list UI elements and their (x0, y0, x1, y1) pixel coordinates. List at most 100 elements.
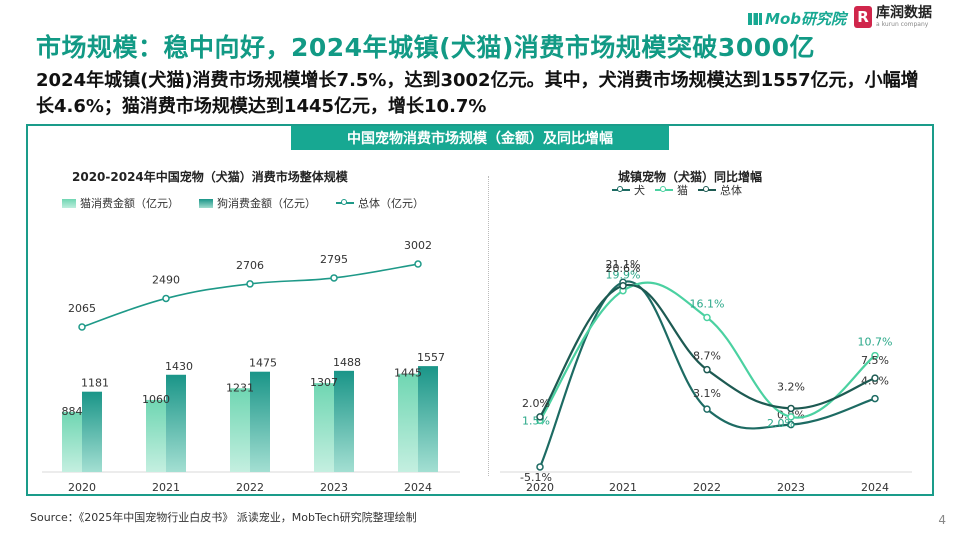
x-tick-label-2021: 2021 (152, 481, 180, 494)
legend-swatch-cat-growth (655, 185, 673, 195)
growth-label-dog-2022: 3.1% (693, 387, 721, 400)
right-x-tick-label-2023: 2023 (777, 481, 805, 494)
bar-chart-icon (748, 12, 763, 25)
growth-label-cat-2024: 10.7% (858, 336, 893, 349)
data-label-cat-2024: 1445 (394, 367, 422, 380)
bar-dog-2021 (166, 374, 186, 472)
growth-point-dog-2022 (703, 405, 711, 413)
right-x-tick-label-2022: 2022 (693, 481, 721, 494)
data-label-dog-2024: 1557 (417, 351, 445, 364)
legend-item-cat: 猫消费金额（亿元） (62, 195, 179, 211)
x-tick-label-2023: 2023 (320, 481, 348, 494)
legend-item-dog: 狗消费金额（亿元） (199, 195, 316, 211)
chart-divider (488, 176, 489, 476)
growth-label-cat-2022: 16.1% (690, 297, 725, 310)
data-label-dog-2020: 1181 (81, 377, 109, 390)
right-x-tick-label-2021: 2021 (609, 481, 637, 494)
growth-label-total-2021: 20.6% (606, 262, 641, 275)
page-number: 4 (938, 513, 946, 527)
growth-label-dog-2021: 21.1% (606, 258, 641, 271)
growth-label-dog-2020: -5.1% (520, 471, 552, 484)
growth-point-dog-2024 (871, 394, 879, 403)
growth-label-total-2022: 8.7% (693, 350, 721, 363)
growth-point-cat-2024 (871, 351, 879, 360)
growth-label-cat-2023: 2.0% (767, 417, 795, 430)
legend-swatch-cat (62, 198, 76, 208)
growth-line-total (539, 283, 876, 418)
growth-label-cat-2020: 1.5% (522, 414, 550, 427)
growth-point-total-2020 (536, 413, 544, 421)
growth-point-total-2022 (703, 365, 711, 374)
growth-point-total-2023 (787, 404, 795, 413)
bar-dog-2020 (82, 391, 102, 472)
bar-cat-2021 (146, 399, 166, 472)
x-tick-label-2020: 2020 (68, 481, 96, 494)
kuranshu-mark-icon: R (854, 6, 872, 28)
bar-cat-2024 (398, 373, 418, 472)
legend-item-cat-growth: 猫 (655, 182, 688, 198)
legend-label-dog: 狗消费金额（亿元） (217, 197, 316, 210)
chart-frame (26, 124, 934, 496)
growth-point-dog-2023 (787, 420, 795, 429)
data-label-dog-2022: 1475 (249, 357, 277, 370)
legend-swatch-dog-growth (612, 185, 630, 195)
kuranshu-logo-text: 库润数据 (876, 5, 932, 21)
bar-dog-2024 (418, 366, 438, 472)
x-tick-label-2022: 2022 (236, 481, 264, 494)
right-x-tick-label-2020: 2020 (526, 481, 554, 494)
data-label-total-2021: 2490 (152, 273, 180, 286)
logo-area: Mob研究院 R 库润数据 a kurun company (748, 6, 932, 29)
legend-label-dog-growth: 犬 (634, 184, 645, 197)
data-label-total-2023: 2795 (320, 253, 348, 266)
legend-label-total: 总体（亿元） (358, 197, 424, 210)
page-title: 市场规模：稳中向好，2024年城镇(犬猫)消费市场规模突破3000亿 (36, 33, 816, 62)
growth-point-dog-2020 (536, 463, 544, 471)
total-point-2021 (162, 294, 170, 303)
growth-label-total-2024: 7.5% (861, 354, 889, 367)
right-chart-title: 城镇宠物（犬猫）同比增幅 (618, 170, 763, 184)
total-point-2020 (78, 323, 86, 331)
lead-summary: 2024年城镇(犬猫)消费市场规模增长7.5%，达到3002亿元。其中，犬消费市… (36, 70, 919, 117)
mob-logo-text: Mob研究院 (765, 10, 846, 28)
total-point-2023 (330, 274, 338, 282)
bar-cat-2020 (62, 411, 82, 472)
data-label-total-2020: 2065 (68, 302, 96, 315)
data-label-dog-2023: 1488 (333, 356, 361, 369)
growth-label-cat-2021: 19.9% (606, 269, 641, 282)
data-label-cat-2020: 884 (62, 405, 83, 418)
growth-label-total-2020: 2.0% (522, 397, 550, 410)
data-label-cat-2021: 1060 (142, 393, 170, 406)
right-chart-legend: 犬 猫 总体 (612, 182, 742, 198)
growth-point-total-2021 (619, 282, 627, 290)
total-point-2022 (246, 280, 254, 288)
growth-point-total-2024 (871, 374, 879, 382)
left-chart-legend: 猫消费金额（亿元） 狗消费金额（亿元） 总体（亿元） (62, 195, 424, 211)
legend-item-total-growth: 总体 (698, 182, 742, 198)
data-label-dog-2021: 1430 (165, 360, 193, 373)
growth-label-total-2023: 3.2% (777, 380, 805, 393)
kuranshu-logo-subtext: a kurun company (876, 21, 929, 28)
bar-dog-2022 (250, 371, 270, 472)
mob-logo: Mob研究院 (748, 8, 846, 29)
legend-swatch-dog (199, 198, 213, 208)
left-chart-title: 2020-2024年中国宠物（犬猫）消费市场整体规模 (72, 170, 348, 184)
x-tick-label-2024: 2024 (404, 481, 432, 494)
data-label-cat-2022: 1231 (226, 381, 254, 394)
kuranshu-logo: R 库润数据 a kurun company (854, 6, 932, 29)
data-label-total-2024: 3002 (404, 239, 432, 252)
growth-line-dog (538, 280, 876, 468)
legend-item-dog-growth: 犬 (612, 182, 645, 198)
data-label-total-2022: 2706 (236, 259, 264, 272)
total-point-2024 (414, 260, 422, 268)
legend-swatch-total (336, 198, 354, 208)
right-x-tick-label-2024: 2024 (861, 481, 889, 494)
source-note: Source：《2025年中国宠物行业白皮书》 派读宠业，MobTech研究院整… (30, 511, 417, 524)
growth-point-cat-2023 (787, 413, 795, 421)
bar-cat-2022 (230, 388, 250, 472)
section-banner: 中国宠物消费市场规模（金额）及同比增幅 (291, 126, 669, 150)
legend-label-cat: 猫消费金额（亿元） (80, 197, 179, 210)
legend-item-total: 总体（亿元） (336, 195, 424, 211)
data-label-cat-2023: 1307 (310, 376, 338, 389)
